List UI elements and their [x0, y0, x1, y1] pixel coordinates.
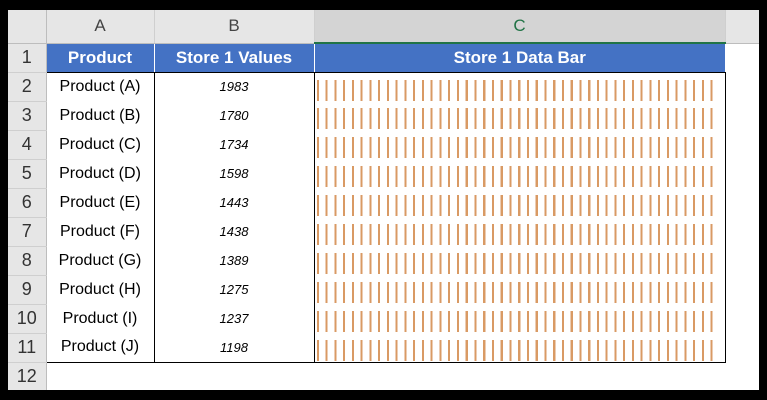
empty-cell[interactable]	[725, 246, 759, 275]
data-bar-cell[interactable]	[313, 188, 726, 217]
value-cell[interactable]: 1443	[219, 195, 249, 210]
data-bar-cell[interactable]	[313, 333, 726, 363]
row-header-7[interactable]: 7	[8, 217, 47, 247]
data-bar	[316, 195, 719, 216]
data-bar-cell[interactable]	[313, 101, 726, 130]
data-bar	[316, 311, 719, 332]
row-header-1[interactable]: 1	[8, 43, 47, 73]
data-bar-cell[interactable]	[313, 159, 726, 188]
product-cell[interactable]: Product (D)	[46, 159, 155, 188]
value-cell[interactable]: 1389	[219, 253, 249, 268]
row-header-6[interactable]: 6	[8, 188, 47, 218]
empty-cell[interactable]	[725, 188, 759, 217]
empty-cell[interactable]	[725, 362, 759, 390]
row-header-12[interactable]: 12	[8, 362, 47, 390]
value-cell[interactable]: 1438	[219, 224, 249, 239]
column-header-a[interactable]: A	[46, 10, 155, 44]
data-bar-cell[interactable]	[313, 246, 726, 275]
value-cell[interactable]: 1198	[154, 333, 314, 363]
data-bar-cell[interactable]	[313, 217, 726, 246]
value-cell[interactable]: 1237	[219, 311, 249, 326]
value-cell[interactable]: 1275	[219, 282, 249, 297]
empty-cell[interactable]	[725, 130, 759, 159]
empty-cell[interactable]	[725, 159, 759, 188]
data-bar	[316, 79, 719, 101]
spreadsheet-frame: A B C 1 Product Store 1 Values Store 1 D…	[8, 10, 759, 390]
empty-cell[interactable]	[725, 275, 759, 304]
row-header-4[interactable]: 4	[8, 130, 47, 160]
empty-cell[interactable]	[725, 101, 759, 130]
product-cell[interactable]: Product (E)	[46, 188, 155, 217]
row-header-2[interactable]: 2	[8, 72, 47, 102]
product-cell[interactable]: Product (F)	[46, 217, 155, 246]
product-cell[interactable]: Product (H)	[46, 275, 155, 304]
product-cell[interactable]: Product (C)	[46, 130, 155, 159]
value-cell[interactable]: 1734	[219, 137, 249, 152]
product-cell[interactable]: Product (I)	[46, 304, 155, 333]
header-cell-product[interactable]: Product	[46, 43, 155, 73]
data-bar	[316, 108, 719, 129]
column-header-c[interactable]: C	[314, 10, 726, 44]
product-cell[interactable]: Product (A)	[46, 72, 155, 101]
empty-cell[interactable]	[725, 304, 759, 333]
value-cell[interactable]: 1598	[219, 166, 249, 181]
row-header-8[interactable]: 8	[8, 246, 47, 276]
value-cell[interactable]: 1983	[219, 79, 249, 95]
header-cell-store1-values[interactable]: Store 1 Values	[154, 43, 315, 73]
value-cell[interactable]: 1780	[219, 108, 249, 123]
data-bar-cell[interactable]	[313, 130, 726, 159]
empty-cell[interactable]	[46, 362, 154, 390]
column-header-b[interactable]: B	[154, 10, 315, 44]
row-header-10[interactable]: 10	[8, 304, 47, 334]
product-cell[interactable]: Product (B)	[46, 101, 155, 130]
empty-cell[interactable]	[725, 333, 759, 362]
empty-cell[interactable]	[314, 362, 725, 390]
data-bar	[316, 224, 719, 245]
row-header-11[interactable]: 11	[8, 333, 47, 363]
data-bar	[316, 340, 719, 361]
row-header-9[interactable]: 9	[8, 275, 47, 305]
data-bar	[316, 166, 719, 187]
data-bar	[316, 137, 719, 158]
data-bar-cell[interactable]	[313, 304, 726, 333]
empty-cell[interactable]	[725, 43, 759, 72]
empty-cell[interactable]	[154, 362, 314, 390]
spreadsheet-grid: A B C 1 Product Store 1 Values Store 1 D…	[8, 10, 759, 390]
row-header-3[interactable]: 3	[8, 101, 47, 131]
product-cell[interactable]: Product (J)	[46, 333, 155, 363]
empty-cell[interactable]	[725, 72, 759, 101]
empty-cell[interactable]	[725, 217, 759, 246]
column-header-blank	[725, 10, 759, 44]
data-bar-cell[interactable]	[313, 72, 726, 101]
data-bar	[316, 282, 719, 303]
row-header-5[interactable]: 5	[8, 159, 47, 189]
header-cell-store1-databar[interactable]: Store 1 Data Bar	[314, 43, 725, 73]
select-all-corner[interactable]	[8, 10, 47, 44]
data-bar-cell[interactable]	[313, 275, 726, 304]
data-bar	[316, 253, 719, 274]
product-cell[interactable]: Product (G)	[46, 246, 155, 275]
